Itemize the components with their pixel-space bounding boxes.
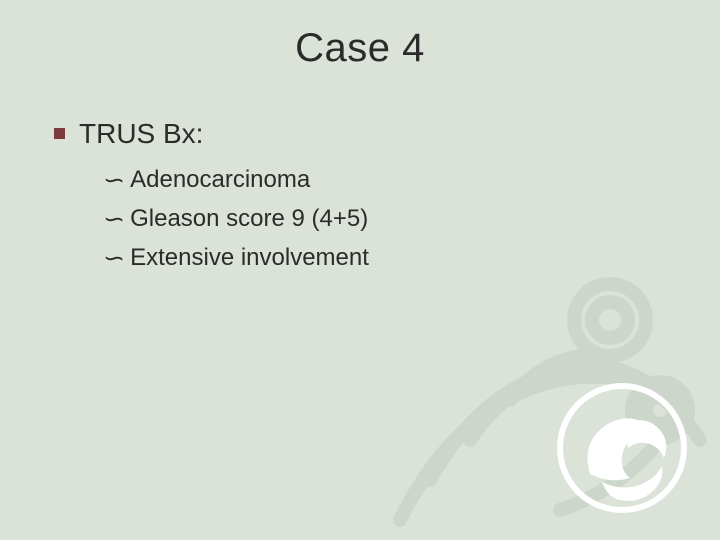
bullet-level1-text: TRUS Bx: — [79, 118, 203, 150]
sub-bullet-list: ∽ Adenocarcinoma ∽ Gleason score 9 (4+5)… — [104, 166, 680, 275]
bullet-level1: TRUS Bx: — [54, 118, 680, 150]
bullet-level2-text: Adenocarcinoma — [130, 166, 310, 194]
slide-title: Case 4 — [0, 26, 720, 71]
slide: Case 4 TRUS Bx: ∽ Adenocarcinoma ∽ Gleas… — [0, 0, 720, 540]
bullet-level2: ∽ Extensive involvement — [104, 244, 680, 275]
emblem-icon — [552, 378, 692, 518]
bullet-level2-text: Extensive involvement — [130, 244, 369, 272]
content-area: TRUS Bx: ∽ Adenocarcinoma ∽ Gleason scor… — [54, 118, 680, 283]
tilde-bullet-icon: ∽ — [103, 244, 125, 273]
tilde-bullet-icon: ∽ — [103, 166, 125, 195]
tilde-bullet-icon: ∽ — [103, 205, 125, 234]
bullet-level2-text: Gleason score 9 (4+5) — [130, 205, 368, 233]
square-bullet-icon — [54, 128, 65, 139]
bullet-level2: ∽ Adenocarcinoma — [104, 166, 680, 197]
bullet-level2: ∽ Gleason score 9 (4+5) — [104, 205, 680, 236]
